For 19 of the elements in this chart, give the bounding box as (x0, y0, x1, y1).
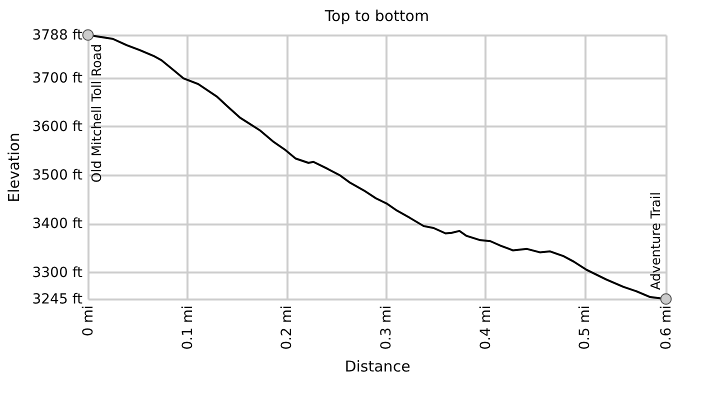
x-tick-label: 0.3 mi (378, 306, 394, 350)
y-tick-label: 3700 ft (32, 70, 83, 86)
y-tick-label: 3788 ft (32, 28, 83, 44)
annotation: Adventure Trail (649, 192, 664, 290)
annotation: Old Mitchell Toll Road (90, 44, 105, 183)
x-tick-label: 0.2 mi (279, 306, 296, 350)
x-tick-label: 0.4 mi (478, 306, 494, 350)
x-tick-label: 0 mi (80, 306, 96, 336)
y-tick-label: 3300 ft (32, 264, 83, 281)
y-axis-title: Elevation (5, 132, 24, 202)
y-tick-label: 3245 ft (32, 292, 83, 308)
chart-title: Top to bottom (324, 6, 430, 25)
x-axis-title: Distance (344, 358, 410, 376)
y-tick-label: 3500 ft (32, 168, 83, 184)
y-tick-label: 3400 ft (32, 216, 83, 232)
x-tick-label: 0.1 mi (180, 306, 196, 350)
x-tick-label: 0.5 mi (577, 306, 594, 350)
x-tick-label: 0.6 mi (658, 306, 674, 350)
y-tick-label: 3600 ft (32, 118, 83, 135)
